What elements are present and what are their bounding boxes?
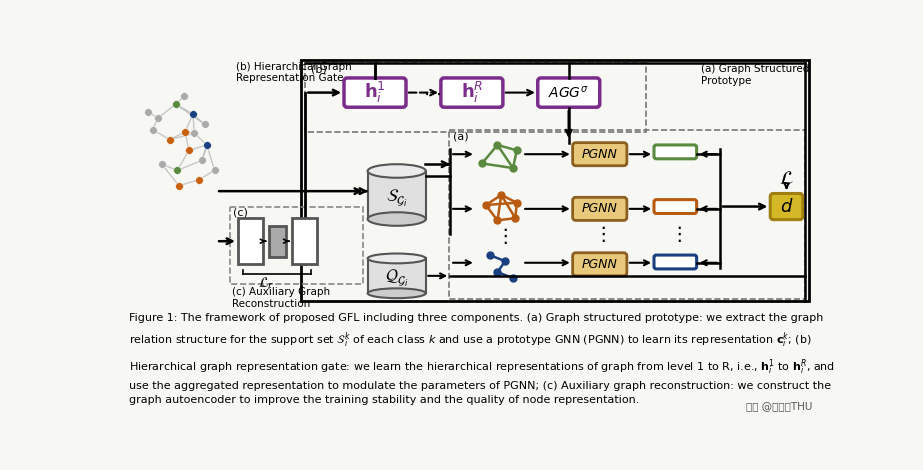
FancyBboxPatch shape — [292, 218, 317, 264]
Text: $\mathcal{S}_{\mathcal{G}_i}$: $\mathcal{S}_{\mathcal{G}_i}$ — [386, 188, 408, 209]
Text: $d$: $d$ — [780, 197, 793, 216]
FancyBboxPatch shape — [572, 142, 627, 166]
Text: 头条 @数据派THU: 头条 @数据派THU — [747, 400, 813, 411]
Text: (c) Auxiliary Graph
Reconstruction: (c) Auxiliary Graph Reconstruction — [232, 287, 330, 309]
FancyBboxPatch shape — [269, 226, 286, 257]
Text: PGNN: PGNN — [581, 258, 617, 271]
Text: $\vdots$: $\vdots$ — [495, 226, 508, 246]
Text: (c): (c) — [234, 207, 248, 217]
Text: Figure 1: The framework of proposed GFL including three components. (a) Graph st: Figure 1: The framework of proposed GFL … — [129, 313, 835, 405]
Text: (b) Hierarchical Graph
Representation Gate: (b) Hierarchical Graph Representation Ga… — [235, 62, 352, 83]
FancyBboxPatch shape — [367, 171, 426, 219]
Text: PGNN: PGNN — [581, 203, 617, 215]
FancyBboxPatch shape — [654, 255, 697, 269]
Bar — [306, 63, 646, 132]
Text: $\mathcal{L}$: $\mathcal{L}$ — [779, 169, 794, 188]
FancyBboxPatch shape — [238, 218, 263, 264]
Ellipse shape — [367, 289, 426, 298]
FancyBboxPatch shape — [654, 200, 697, 213]
FancyBboxPatch shape — [572, 197, 627, 220]
Bar — [449, 130, 805, 299]
FancyBboxPatch shape — [441, 78, 503, 107]
Text: $\mathbf{h}_i^1$: $\mathbf{h}_i^1$ — [364, 80, 386, 105]
Text: $\mathcal{Q}_{\mathcal{G}_i}$: $\mathcal{Q}_{\mathcal{G}_i}$ — [385, 268, 409, 290]
Text: (a): (a) — [452, 132, 468, 142]
FancyBboxPatch shape — [367, 258, 426, 293]
Ellipse shape — [367, 253, 426, 263]
FancyBboxPatch shape — [572, 253, 627, 276]
Text: $\cdots$: $\cdots$ — [423, 84, 440, 102]
FancyBboxPatch shape — [344, 78, 406, 107]
Text: $\vdots$: $\vdots$ — [669, 224, 682, 243]
Text: PGNN: PGNN — [581, 148, 617, 161]
FancyBboxPatch shape — [654, 145, 697, 159]
Text: (b): (b) — [311, 65, 327, 75]
Text: $\mathcal{L}_r$: $\mathcal{L}_r$ — [258, 276, 275, 292]
Ellipse shape — [367, 164, 426, 178]
Ellipse shape — [367, 212, 426, 226]
FancyBboxPatch shape — [538, 78, 600, 107]
FancyBboxPatch shape — [771, 194, 803, 219]
Text: $\mathbf{h}_i^R$: $\mathbf{h}_i^R$ — [461, 80, 483, 105]
Bar — [230, 206, 364, 283]
Text: (a) Graph Structured
Prototype: (a) Graph Structured Prototype — [701, 64, 809, 86]
Text: $AGG^\sigma$: $AGG^\sigma$ — [548, 85, 589, 101]
Text: $\vdots$: $\vdots$ — [593, 224, 606, 243]
